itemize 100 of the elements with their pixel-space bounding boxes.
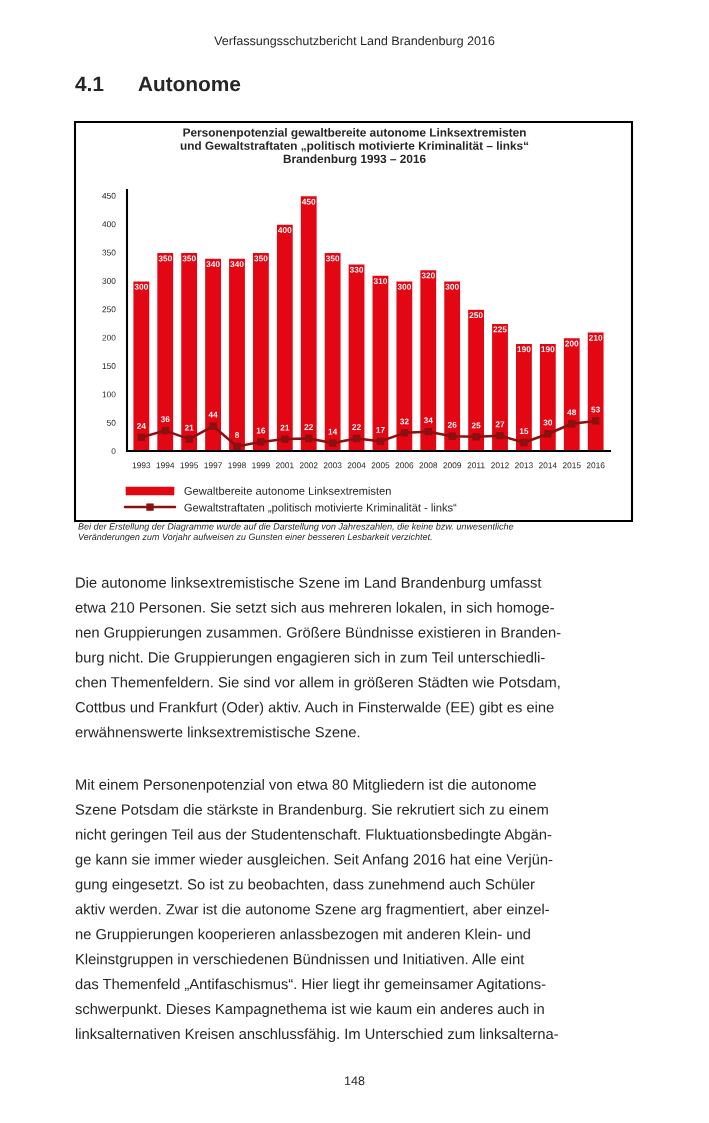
point — [305, 434, 313, 443]
x-tick-label: 2005 — [371, 462, 390, 469]
y-tick-label: 0 — [111, 448, 116, 455]
x-tick-label: 2014 — [538, 462, 557, 469]
data-label: 8 — [234, 432, 240, 439]
bar — [203, 257, 223, 451]
bar — [323, 251, 342, 451]
bar — [466, 308, 486, 451]
point — [496, 432, 504, 440]
x-tick-label: 1999 — [252, 462, 270, 469]
bar — [418, 268, 438, 451]
point — [520, 438, 528, 447]
data-label: 17 — [376, 427, 385, 433]
data-label: 450 — [301, 198, 316, 205]
data-label: 210 — [588, 334, 603, 341]
point — [281, 435, 289, 443]
x-tick-label: 1998 — [228, 462, 246, 469]
data-label: 400 — [277, 227, 292, 233]
point — [257, 438, 265, 446]
bar — [395, 280, 414, 451]
point — [209, 422, 217, 430]
data-label: 24 — [137, 423, 146, 429]
x-tick-label: 2013 — [515, 462, 533, 469]
y-tick-label: 300 — [102, 277, 116, 284]
x-tick-label: 2016 — [586, 462, 605, 469]
point — [544, 430, 552, 438]
point — [352, 434, 361, 443]
data-label: 190 — [541, 346, 555, 353]
data-label: 53 — [591, 406, 600, 413]
text: Bei der Erstellung der Diagramme wurde auf die Darstellung von Jahreszahlen, die keine bzw. unwesentliche Veränderungen zum Vorjahr aufweisen zu Gunsten einer besseren Lesbarkeit verzichtet. — [78, 523, 514, 542]
point — [233, 442, 241, 451]
y-tick-label: 100 — [102, 391, 116, 398]
point — [472, 433, 480, 441]
bar — [347, 263, 366, 451]
data-label: 21 — [184, 424, 194, 431]
data-label: 15 — [519, 428, 529, 435]
data-label: 350 — [158, 255, 172, 262]
point — [137, 433, 145, 442]
data-label: 16 — [256, 427, 266, 434]
point — [400, 429, 409, 437]
bar — [155, 251, 175, 451]
point — [376, 437, 385, 445]
bar — [251, 251, 271, 451]
data-label: 350 — [325, 255, 340, 262]
x-tick-label: 2011 — [467, 462, 485, 469]
point — [448, 432, 456, 440]
legend-label: Gewaltbereite autonome Linksextremisten — [184, 486, 391, 495]
data-label: 14 — [328, 428, 338, 435]
data-label: 22 — [352, 424, 361, 430]
point — [424, 428, 432, 436]
data-label: 250 — [469, 312, 483, 319]
data-label: 25 — [471, 422, 481, 429]
data-label: 300 — [397, 283, 411, 290]
data-label: 44 — [208, 411, 218, 418]
text: Die autonome linksextremistische Szene im Land Brandenburg umfasst etwa 210 Personen. Sie setzt sich aus mehreren lokalen, in sich homoge- nen Gruppierungen zusammen. Größere Bündnisse existieren in Branden- burg nicht. Die Gruppierungen engagieren sich in zum Teil unterschiedli- chen Themenfeldern. Sie sind vor allem in größeren Städten wie Potsdam, Cottbus und Frankfurt (Oder) aktiv. Auch in Finsterwalde (EE) gibt es eine erwähnenswerte linksextremistische Szene. — [75, 577, 561, 738]
data-label: 330 — [349, 266, 364, 273]
x-tick-label: 2002 — [299, 462, 318, 469]
y-tick-label: 150 — [102, 363, 116, 369]
x-tick-label: 2012 — [491, 462, 509, 469]
bar — [490, 322, 510, 451]
x-tick-label: 1994 — [156, 462, 175, 469]
data-label: 30 — [543, 419, 553, 426]
data-label: 300 — [134, 283, 148, 290]
data-label: 350 — [254, 255, 268, 262]
bar — [442, 280, 462, 451]
point — [592, 417, 600, 425]
x-tick-label: 2003 — [323, 462, 342, 469]
x-tick-label: 2009 — [443, 462, 462, 469]
y-tick-label: 250 — [102, 306, 116, 313]
bar — [562, 336, 582, 451]
data-label: 190 — [517, 346, 531, 353]
data-label: 26 — [447, 421, 457, 428]
bar — [275, 223, 295, 451]
y-tick-label: 50 — [106, 419, 116, 426]
bar — [299, 194, 319, 451]
data-label: 320 — [421, 272, 435, 279]
text: 148 — [345, 1076, 365, 1086]
y-tick-label: 200 — [102, 334, 116, 341]
bar — [538, 342, 558, 451]
point — [185, 435, 193, 443]
point — [568, 420, 576, 428]
data-label: 27 — [495, 421, 505, 428]
y-tick-label: 450 — [102, 192, 116, 199]
data-label: 300 — [445, 283, 459, 290]
data-label: 340 — [206, 261, 220, 268]
bar — [132, 280, 151, 451]
bar — [514, 342, 534, 451]
bar — [586, 331, 605, 451]
point — [328, 439, 337, 447]
data-label: 32 — [399, 418, 409, 425]
data-label: 48 — [567, 409, 577, 416]
data-label: 350 — [182, 255, 196, 262]
x-tick-label: 2006 — [395, 462, 414, 469]
data-label: 340 — [230, 261, 244, 268]
data-label: 34 — [423, 417, 433, 424]
data-label: 225 — [493, 326, 507, 333]
text: Mit einem Personenpotenzial von etwa 80 Mitgliedern ist die autonome Szene Potsdam die stärkste in Brandenburg. Sie rekrutiert sich zu einem nicht geringen Teil aus der Studentenschaft. Fluktuationsbedingte Abgän- ge kann sie immer wieder ausgleichen. Seit Anfang 2016 hat eine Verjün- gung eingesetzt. So ist zu beobachten, dass zunehmend auch Schüler aktiv werden. Zwar ist die autonome Szene arg fragmentiert, aber einzel- ne Gruppierungen kooperieren anlassbezogen mit anderen Klein- und Kleinstgruppen in verschiedenen Bündnissen und Initiativen. Alle eint das Themenfeld „Antifaschismus“. Hier liegt ihr gemeinsamer Agitations- schwerpunkt. Dieses Kampagnethema ist wie kaum ein anderes auch in linksalternativen Kreisen anschlussfähig. Im Unterschied zum linksalterna- — [75, 779, 558, 1042]
bar — [371, 274, 390, 451]
x-tick-label: 2008 — [419, 462, 438, 469]
data-label: 21 — [280, 424, 290, 431]
